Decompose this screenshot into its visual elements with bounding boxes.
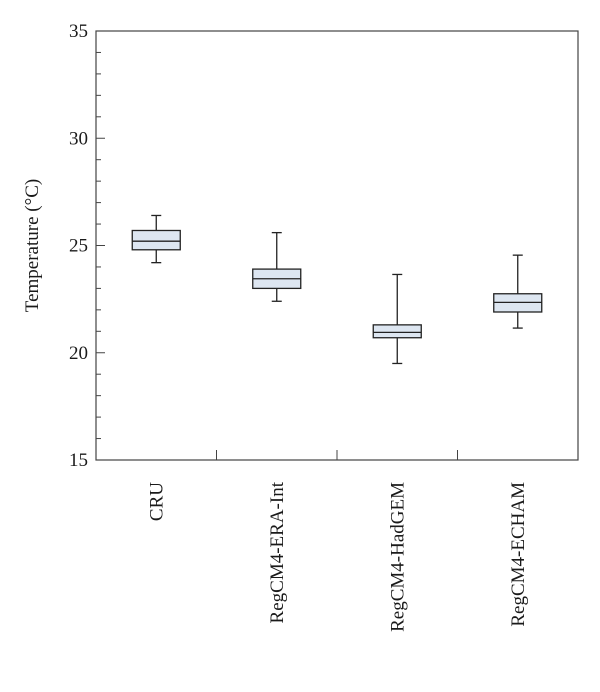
y-axis: 15 20 25 30 35 <box>69 21 105 471</box>
x-axis: CRU RegCM4-ERA-Int RegCM4-HadGEM RegCM4-ECH… <box>146 450 529 632</box>
y-axis-title: Temperature (°C) <box>22 179 43 312</box>
iqr-box <box>131 229 181 251</box>
boxes <box>131 214 543 365</box>
x-category-label: RegCM4-ERA-Int <box>267 481 288 623</box>
y-tick-label: 20 <box>69 343 88 364</box>
box-1 <box>131 214 181 264</box>
x-category-label: RegCM4-HadGEM <box>387 482 408 632</box>
iqr-box <box>372 324 422 339</box>
box-4 <box>493 254 543 329</box>
x-category-label: RegCM4-ECHAM <box>508 482 529 627</box>
x-category-label: CRU <box>146 482 167 521</box>
box-3 <box>372 273 422 365</box>
y-tick-label: 30 <box>69 128 88 149</box>
y-tick-label: 25 <box>69 236 88 257</box>
y-tick-label: 35 <box>69 21 88 42</box>
box-2 <box>252 231 302 302</box>
y-tick-label: 15 <box>69 450 88 471</box>
